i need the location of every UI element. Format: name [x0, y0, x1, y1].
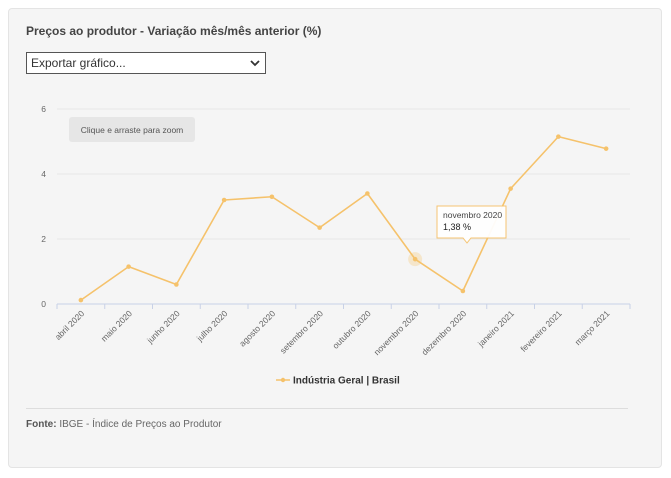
x-tick-label: janeiro 2021 [475, 308, 516, 349]
zoom-hint-text: Clique e arraste para zoom [81, 125, 184, 135]
source-text: IBGE - Índice de Preços ao Produtor [56, 419, 222, 430]
x-tick-label: julho 2020 [194, 308, 230, 344]
x-tick-label: agosto 2020 [237, 308, 277, 348]
series-line [80, 135, 607, 301]
x-tick-label: fevereiro 2021 [518, 308, 564, 354]
source-note: Fonte: IBGE - Índice de Preços ao Produt… [26, 419, 222, 430]
y-tick-label: 2 [41, 234, 46, 244]
data-point [78, 297, 84, 303]
data-point [603, 146, 609, 151]
chevron-down-icon [250, 60, 260, 67]
chart-title: Preços ao produtor - Variação mês/mês an… [26, 24, 322, 38]
x-tick-label: outubro 2020 [330, 308, 373, 351]
data-point [412, 256, 418, 262]
y-tick-label: 4 [41, 169, 46, 179]
legend-label: Indústria Geral | Brasil [293, 376, 400, 387]
data-point [317, 225, 322, 230]
x-tick-label: abril 2020 [53, 308, 87, 342]
export-select-value: Exportar gráfico... [31, 56, 126, 70]
data-point [126, 264, 131, 269]
tooltip-value: 1,38 % [443, 222, 471, 232]
chart-card [8, 8, 662, 468]
legend[interactable]: Indústria Geral | Brasil [276, 376, 400, 387]
data-point [556, 134, 561, 139]
x-tick-label: novembro 2020 [372, 308, 421, 357]
y-tick-label: 0 [41, 299, 46, 309]
zoom-hint[interactable]: Clique e arraste para zoom [69, 117, 195, 142]
footer-divider [26, 408, 628, 409]
data-point [221, 197, 227, 203]
data-point [508, 186, 513, 191]
tooltip: novembro 2020 1,38 % [436, 205, 507, 244]
data-point [365, 191, 370, 196]
source-label: Fonte: [26, 419, 57, 430]
x-tick-label: maio 2020 [99, 308, 134, 343]
x-tick-label: setembro 2020 [278, 308, 325, 355]
tooltip-label: novembro 2020 [443, 210, 502, 220]
data-point [174, 282, 179, 287]
y-tick-label: 6 [41, 104, 46, 114]
export-chart-select[interactable]: Exportar gráfico... [26, 52, 266, 74]
x-tick-label: março 2021 [573, 308, 612, 347]
data-point [460, 288, 466, 294]
x-tick-label: junho 2020 [144, 308, 182, 346]
data-point [269, 194, 275, 200]
x-tick-label: dezembro 2020 [419, 308, 468, 357]
